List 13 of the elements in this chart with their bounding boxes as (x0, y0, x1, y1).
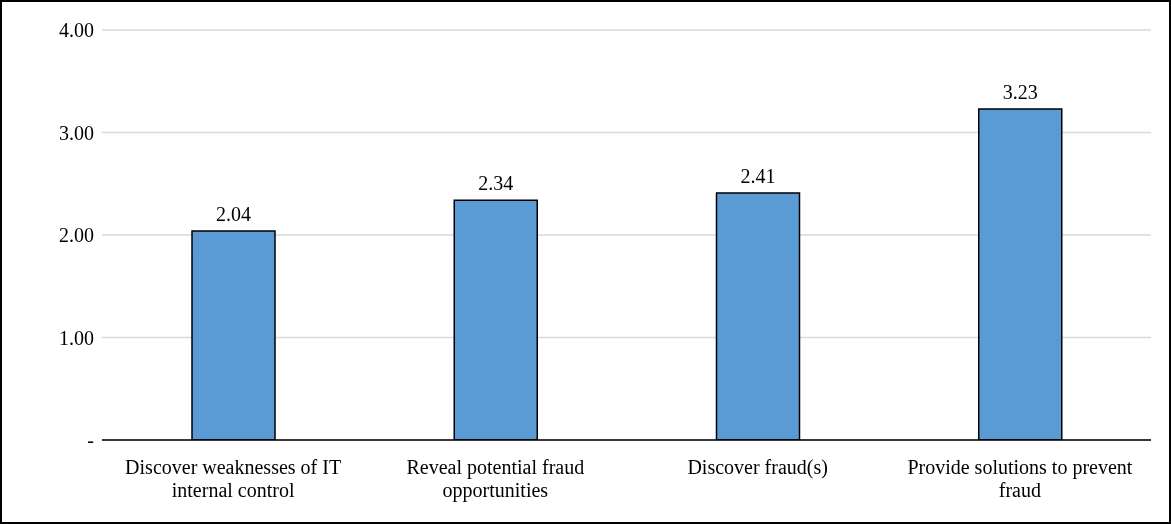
data-label: 2.34 (478, 172, 514, 195)
x-tick-label: Discover fraud(s) (687, 456, 828, 479)
x-tick-label: Reveal potential fraud opportunities (406, 456, 585, 502)
y-tick-label: 3.00 (59, 121, 94, 144)
x-tick-label: Discover weaknesses of IT internal control (125, 456, 342, 501)
data-label: 2.04 (216, 202, 251, 225)
data-label: 2.41 (740, 164, 776, 187)
data-label: 3.23 (1002, 80, 1038, 103)
y-tick-label: 1.00 (59, 326, 94, 349)
y-tick-label: 4.00 (59, 19, 94, 42)
y-tick-label: 2.00 (59, 224, 94, 247)
x-tick-label: Provide solutions to prevent fraud (907, 456, 1133, 501)
y-tick-label: - (87, 429, 94, 452)
